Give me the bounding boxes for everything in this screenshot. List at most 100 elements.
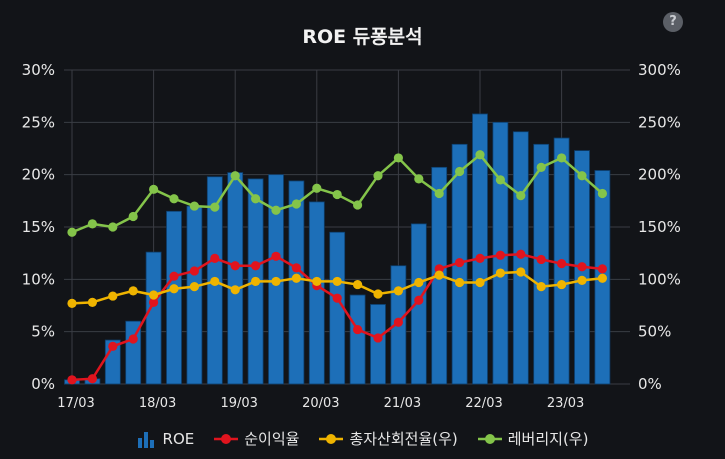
net-margin-point: [189, 266, 199, 276]
x-tick-label: 19/03: [220, 396, 257, 411]
leverage-point: [149, 184, 159, 194]
y-tick-label-left: 5%: [31, 323, 55, 341]
leverage-point: [67, 227, 77, 237]
line-marker-legend-icon: [319, 433, 344, 444]
net-margin-point: [108, 341, 118, 351]
net-margin-point: [475, 253, 485, 263]
y-tick-label-right: 50%: [638, 323, 671, 341]
leverage-point: [271, 205, 281, 215]
asset-turnover-point: [414, 277, 424, 288]
leverage-point: [230, 171, 240, 181]
net-margin-point: [87, 374, 97, 384]
net-margin-point: [577, 262, 587, 272]
leverage-point: [373, 171, 383, 181]
net-margin-point: [149, 297, 159, 307]
roe-bar: [308, 201, 325, 385]
asset-turnover-point: [128, 286, 138, 296]
leverage-point: [577, 171, 587, 181]
legend-item-leverage[interactable]: 레버리지(우): [477, 428, 589, 449]
net-margin-point: [536, 254, 546, 265]
roe-bar: [227, 172, 244, 385]
roe-bar: [349, 294, 366, 385]
x-tick-label: 23/03: [547, 396, 584, 411]
net-margin-point: [557, 259, 567, 269]
asset-turnover-point: [108, 291, 118, 301]
line-marker-legend-icon: [477, 433, 502, 444]
net-margin-point: [332, 293, 342, 303]
leverage-point: [516, 191, 526, 201]
leverage-point: [393, 153, 403, 163]
asset-turnover-point: [210, 276, 220, 287]
asset-turnover-point: [434, 270, 444, 280]
y-tick-label-left: 10%: [22, 270, 55, 288]
asset-turnover-point: [332, 276, 342, 287]
roe-bar: [186, 205, 203, 385]
net-margin-point: [169, 271, 179, 281]
y-tick-label-right: 300%: [638, 61, 681, 79]
roe-bar: [166, 210, 182, 385]
asset-turnover-point: [536, 282, 546, 292]
asset-turnover-point: [597, 273, 608, 283]
x-tick-label: 17/03: [57, 396, 94, 411]
y-tick-label-right: 150%: [638, 218, 681, 236]
leverage-point: [312, 183, 322, 193]
leverage-point: [189, 201, 199, 211]
leverage-point: [495, 175, 505, 185]
leverage-point: [434, 188, 444, 199]
legend-item-asset-turnover[interactable]: 총자산회전율(우): [319, 428, 458, 449]
asset-turnover-point: [353, 279, 363, 290]
line-marker-legend-icon: [214, 433, 239, 444]
leverage-point: [108, 222, 118, 232]
y-tick-label-left: 30%: [22, 61, 55, 79]
asset-turnover-point: [251, 276, 261, 287]
net-margin-point: [128, 334, 138, 344]
y-tick-label-left: 15%: [22, 218, 55, 236]
legend: ROE 순이익율 총자산회전율(우) 레버리지(우): [0, 428, 725, 449]
asset-turnover-point: [455, 277, 465, 288]
net-margin-point: [495, 250, 505, 260]
leverage-point: [597, 188, 608, 199]
help-icon[interactable]: ?: [663, 12, 683, 32]
net-margin-point: [393, 317, 403, 327]
legend-label-leverage: 레버리지(우): [507, 430, 589, 448]
asset-turnover-point: [230, 285, 240, 295]
legend-item-roe[interactable]: ROE: [137, 429, 195, 448]
x-tick-label: 20/03: [302, 396, 339, 411]
leverage-point: [291, 199, 301, 209]
asset-turnover-point: [149, 290, 159, 300]
asset-turnover-point: [312, 276, 322, 287]
leverage-point: [332, 189, 342, 200]
legend-label-asset-turnover: 총자산회전율(우): [349, 430, 458, 448]
asset-turnover-point: [189, 282, 199, 292]
asset-turnover-point: [557, 279, 567, 290]
leverage-point: [87, 219, 97, 229]
asset-turnover-point: [393, 286, 403, 296]
legend-label-net-margin: 순이익율: [244, 430, 300, 448]
leverage-point: [251, 194, 261, 204]
y-tick-label-right: 0%: [638, 375, 662, 393]
asset-turnover-point: [291, 273, 301, 283]
x-tick-label: 22/03: [465, 396, 502, 411]
leverage-point: [557, 153, 567, 163]
asset-turnover-point: [577, 275, 587, 285]
leverage-point: [475, 150, 485, 160]
asset-turnover-point: [373, 289, 383, 299]
net-margin-point: [597, 264, 608, 274]
leverage-point: [169, 194, 179, 204]
bar-legend-icon: [137, 431, 154, 448]
net-margin-point: [516, 249, 526, 259]
net-margin-point: [455, 257, 465, 268]
net-margin-point: [414, 295, 424, 305]
net-margin-point: [291, 263, 301, 273]
net-margin-point: [67, 375, 77, 385]
leverage-point: [353, 200, 363, 210]
x-tick-label: 18/03: [139, 396, 176, 411]
y-tick-label-right: 100%: [638, 270, 681, 288]
net-margin-point: [230, 261, 240, 271]
y-tick-label-left: 25%: [22, 113, 55, 131]
leverage-point: [210, 202, 220, 212]
legend-item-net-margin[interactable]: 순이익율: [214, 428, 299, 449]
roe-bar: [472, 113, 488, 385]
legend-label-roe: ROE: [162, 429, 195, 448]
